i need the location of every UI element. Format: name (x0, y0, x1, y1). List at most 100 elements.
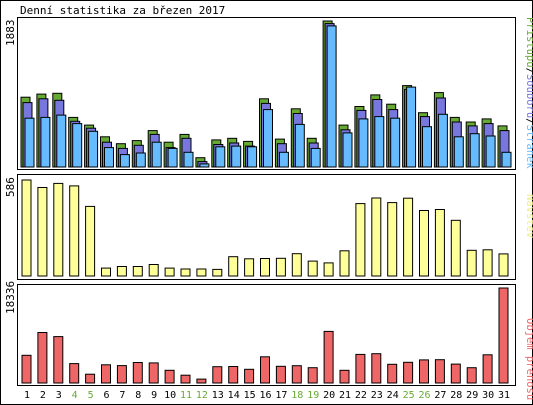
pages-bar-12 (199, 163, 210, 168)
visits-bar-22 (355, 203, 366, 277)
visits-bar-1 (21, 179, 32, 277)
pages-bar-26 (422, 126, 432, 168)
pages-bar-19 (310, 147, 321, 168)
day-label-5: 5 (88, 390, 94, 401)
day-label-25: 25 (403, 390, 415, 401)
pages-bar-1 (24, 117, 35, 168)
visits-bar-20 (323, 262, 334, 277)
kbytes-bar-23 (371, 353, 382, 384)
kbytes-bar-18 (291, 365, 302, 384)
visits-bar-9 (148, 264, 159, 277)
day-label-31: 31 (498, 390, 510, 401)
day-label-12: 12 (196, 390, 208, 401)
kbytes-bar-4 (69, 363, 80, 384)
visits-bar-21 (339, 250, 350, 277)
pages-bar-10 (167, 147, 178, 168)
day-label-15: 15 (244, 390, 256, 401)
visits-bar-11 (180, 268, 191, 277)
day-label-23: 23 (371, 390, 383, 401)
day-label-8: 8 (135, 390, 141, 401)
pages-bar-25 (406, 86, 417, 168)
hits-bars-group (20, 20, 512, 168)
legend-separator-1: / (524, 68, 533, 74)
legend-separator-2: / (524, 118, 533, 124)
pages-bar-11 (183, 151, 194, 168)
panel-kbytes-frame (17, 284, 516, 386)
visits-bar-3 (53, 182, 64, 277)
chart-title: Denní statistika za březen 2017 (20, 4, 225, 17)
visits-bar-25 (403, 197, 414, 277)
hits-legend: Přístupů/Souborů/Stránek (524, 17, 533, 169)
day-label-22: 22 (355, 390, 367, 401)
day-label-24: 24 (387, 390, 399, 401)
day-label-11: 11 (180, 390, 192, 401)
day-label-14: 14 (228, 390, 240, 401)
kbytes-bar-2 (37, 332, 48, 384)
day-label-6: 6 (103, 390, 109, 401)
visits-bar-4 (69, 185, 80, 277)
kbytes-bar-19 (307, 367, 318, 384)
kbytes-bar-30 (482, 354, 493, 384)
pages-bar-17 (278, 151, 289, 168)
kbytes-bar-20 (323, 330, 334, 384)
visits-legend: Návštěv (524, 194, 533, 238)
kbytes-bar-26 (419, 359, 429, 384)
day-label-17: 17 (275, 390, 287, 401)
kbytes-bar-15 (244, 368, 255, 384)
visits-bars-group (21, 179, 509, 277)
pages-bar-15 (247, 146, 258, 168)
pages-bar-8 (135, 152, 146, 168)
visits-bar-5 (85, 205, 96, 277)
kbytes-bar-27 (434, 359, 445, 384)
visits-bar-12 (196, 268, 207, 277)
visits-bar-29 (466, 249, 477, 277)
kbytes-ymax-label: 18336 (4, 281, 17, 314)
visits-bar-14 (228, 256, 239, 277)
kbytes-bar-7 (116, 365, 127, 384)
day-label-19: 19 (307, 390, 319, 401)
pages-bar-23 (374, 116, 385, 168)
day-label-10: 10 (164, 390, 176, 401)
visits-bar-15 (244, 258, 255, 277)
kbytes-bar-25 (403, 361, 414, 384)
kbytes-bar-12 (196, 378, 207, 384)
pages-bar-6 (104, 147, 114, 168)
pages-bar-4 (72, 123, 83, 168)
kbytes-bar-6 (101, 364, 111, 384)
visits-bar-24 (387, 202, 398, 277)
kbytes-bar-28 (450, 363, 461, 384)
visits-bar-23 (371, 197, 382, 277)
visits-bar-30 (482, 249, 493, 277)
hits-ymax-label: 1883 (4, 20, 17, 47)
visits-bar-31 (498, 253, 509, 277)
pages-bar-21 (342, 132, 353, 168)
day-label-21: 21 (339, 390, 351, 401)
legend-hits: Přístupů (524, 17, 533, 68)
kbytes-bars-group (21, 287, 509, 384)
panel-hits-frame (17, 17, 516, 170)
kbytes-bar-5 (85, 373, 96, 384)
visits-bar-18 (291, 253, 302, 277)
visits-bar-26 (419, 210, 429, 277)
day-label-7: 7 (119, 390, 125, 401)
kbytes-bar-22 (355, 353, 366, 384)
pages-bar-14 (231, 145, 242, 168)
kbytes-bar-8 (132, 362, 143, 384)
day-label-27: 27 (434, 390, 446, 401)
day-label-18: 18 (291, 390, 303, 401)
day-label-13: 13 (212, 390, 224, 401)
kbytes-bar-24 (387, 363, 398, 384)
pages-bar-28 (453, 136, 464, 168)
kbytes-bar-10 (164, 369, 175, 384)
pages-bar-13 (215, 146, 226, 168)
day-label-20: 20 (323, 390, 335, 401)
day-label-16: 16 (259, 390, 271, 401)
visits-bar-7 (116, 266, 127, 277)
day-label-4: 4 (72, 390, 78, 401)
pages-bar-22 (358, 118, 369, 168)
kbytes-bar-17 (275, 365, 286, 384)
visits-bar-16 (260, 258, 270, 277)
pages-bar-20 (326, 25, 337, 168)
kbytes-bar-1 (21, 354, 32, 384)
